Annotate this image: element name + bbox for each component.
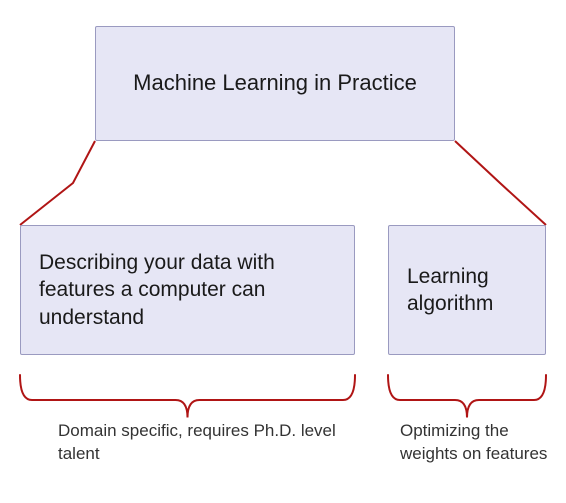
left-caption: Domain specific, requires Ph.D. level ta… [58,420,338,466]
diagram-canvas: Machine Learning in Practice Describing … [0,0,566,503]
left-child-label: Describing your data with features a com… [39,249,336,331]
right-caption: Optimizing the weights on features [400,420,560,466]
right-child-node: Learning algorithm [388,225,546,355]
right-child-label: Learning algorithm [407,263,527,318]
left-caption-text: Domain specific, requires Ph.D. level ta… [58,421,336,463]
root-node-label: Machine Learning in Practice [133,69,417,98]
root-node: Machine Learning in Practice [95,26,455,141]
right-caption-text: Optimizing the weights on features [400,421,547,463]
left-child-node: Describing your data with features a com… [20,225,355,355]
